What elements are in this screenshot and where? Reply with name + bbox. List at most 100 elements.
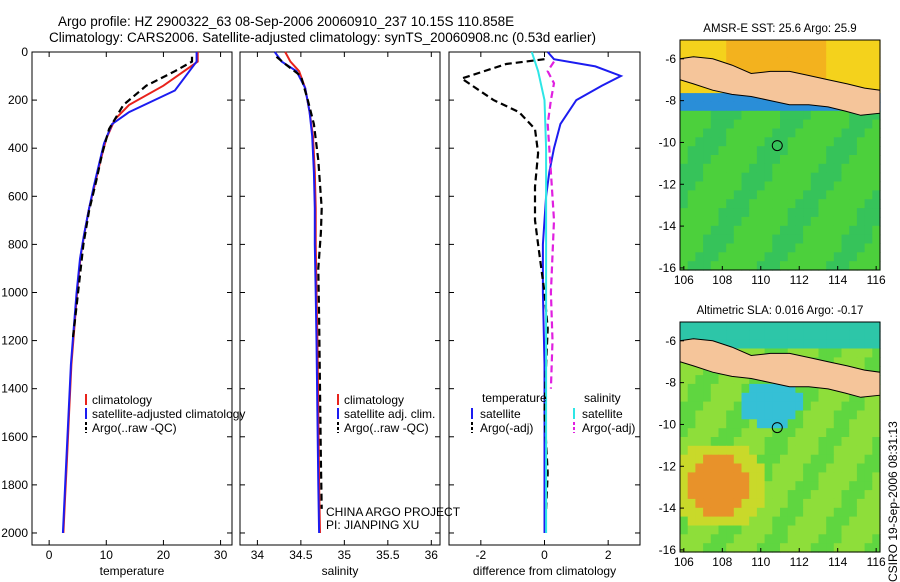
map-cell [833, 181, 843, 191]
map-cell [680, 216, 689, 227]
map-cell [818, 172, 827, 183]
map-cell [795, 146, 804, 156]
map-cell [849, 128, 858, 138]
map-cell [780, 322, 789, 332]
map-cell [864, 66, 873, 76]
map-cell [718, 481, 727, 491]
map-cell [703, 330, 712, 341]
map-cell [703, 110, 712, 121]
map-cell [749, 490, 758, 500]
map-cell [756, 490, 766, 500]
map-cell [726, 445, 735, 456]
map-cell [810, 57, 820, 68]
map-cell [872, 357, 881, 367]
map-cell [764, 507, 773, 518]
map-cell [718, 445, 727, 456]
map-cell [741, 507, 750, 518]
map-cell [680, 243, 689, 253]
map-cell [733, 428, 743, 438]
map-cell [756, 137, 766, 147]
map-cell [695, 146, 704, 156]
map-cell [764, 454, 773, 465]
map-cell [841, 155, 850, 165]
map-cell [741, 534, 750, 544]
map-cell [795, 101, 804, 112]
map-cell [849, 401, 858, 411]
map-cell [703, 119, 712, 129]
map-cell [772, 419, 781, 429]
map-cell [856, 419, 866, 429]
map-cell [849, 252, 858, 262]
map-cell [872, 190, 881, 200]
map-cell [803, 101, 812, 112]
map-cell [810, 428, 820, 438]
map-cell [695, 383, 704, 394]
map-cell [687, 534, 696, 544]
map-cell [795, 516, 804, 526]
map-cell [741, 216, 750, 227]
map-cell [818, 261, 827, 271]
map-cell [741, 454, 750, 465]
map-cell [780, 181, 789, 191]
legend-label: climatology [92, 393, 152, 407]
map-cell [703, 322, 712, 332]
map-cell [772, 401, 781, 411]
map-cell [826, 481, 835, 491]
map-cell [741, 234, 750, 244]
map-cell [680, 525, 689, 535]
map-cell [749, 252, 758, 262]
map-cell [756, 243, 766, 253]
map-cell [764, 525, 773, 535]
map-cell [687, 243, 696, 253]
map-cell [680, 225, 689, 236]
map-cell [695, 119, 704, 129]
map-cell [833, 128, 843, 138]
map-cell [726, 48, 735, 59]
map-cell [849, 155, 858, 165]
map-cell [856, 57, 866, 68]
map-cell [726, 190, 735, 200]
map-cell [718, 199, 727, 209]
map-cell [780, 516, 789, 526]
map-cell [810, 261, 820, 271]
map-cell [872, 330, 881, 341]
map-cell [803, 172, 812, 183]
map-cell [826, 401, 835, 411]
map-cell [833, 110, 843, 121]
map-cell [795, 419, 804, 429]
map-cell [833, 57, 843, 68]
map-cell [695, 110, 704, 121]
map-cell [833, 330, 843, 341]
map-cell [772, 410, 781, 420]
map-cell [726, 543, 735, 553]
map-cell [856, 75, 866, 85]
map-cell [826, 445, 835, 456]
map-cell [741, 401, 750, 411]
map-cell [826, 428, 835, 438]
x-tick-label: 106 [674, 555, 694, 569]
map-cell [680, 234, 689, 244]
map-cell [718, 119, 727, 129]
map-cell [726, 225, 735, 236]
map-cell [803, 252, 812, 262]
map-cell [787, 216, 796, 227]
map-cell [687, 322, 696, 332]
y-tick-label: -14 [659, 501, 677, 515]
map-cell [818, 137, 827, 147]
map-cell [826, 322, 835, 332]
map-cell [733, 498, 743, 509]
map-cell [756, 48, 766, 59]
map-cell [818, 208, 827, 218]
map-cell [856, 172, 866, 183]
x-tick-label: 2 [605, 548, 612, 562]
temperature-frame [31, 51, 233, 546]
x-tick-label: 108 [712, 555, 732, 569]
map-cell [841, 357, 850, 367]
map-cell [780, 507, 789, 518]
map-cell [841, 66, 850, 76]
map-cell [687, 84, 696, 94]
map-cell [826, 419, 835, 429]
sst_map-frame [679, 39, 881, 271]
y-tick-label: 1000 [1, 285, 28, 299]
map-cell [733, 454, 743, 465]
